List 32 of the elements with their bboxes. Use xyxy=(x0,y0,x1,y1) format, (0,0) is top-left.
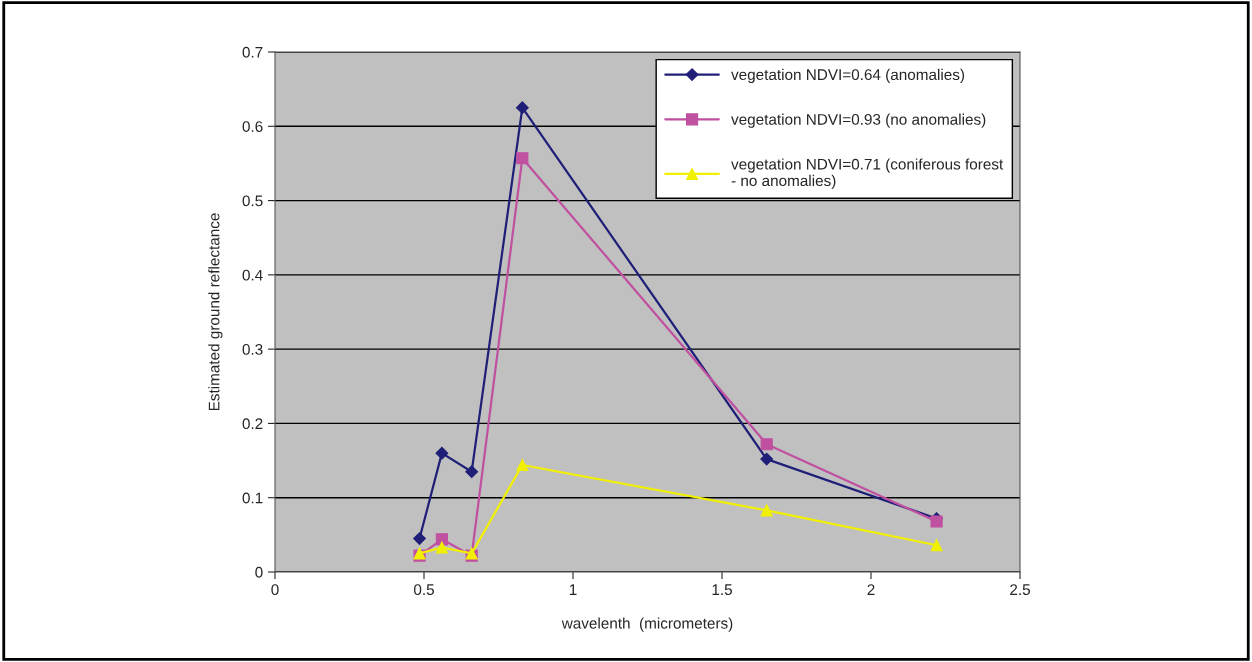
y-tick-label: 0.1 xyxy=(242,492,263,504)
point xyxy=(413,532,426,545)
x-tick-label: 0.5 xyxy=(413,584,434,596)
point xyxy=(516,152,529,165)
legend-label: vegetation NDVI=0.71 (coniferous forest - no anomalies) xyxy=(731,158,1004,190)
x-tick-label: 2 xyxy=(867,584,875,595)
point xyxy=(930,539,943,552)
x-tick-label: 1 xyxy=(569,584,577,595)
point xyxy=(435,533,448,546)
x-tick-label: 2.5 xyxy=(1010,584,1030,596)
point xyxy=(465,465,479,479)
point xyxy=(515,101,529,115)
legend-label: vegetation NDVI=0.93 (no anomalies) xyxy=(731,113,986,128)
x-tick-label: 1.5 xyxy=(712,584,732,596)
y-tick-label: 0.4 xyxy=(242,269,263,281)
y-tick-label: 0.7 xyxy=(242,46,263,58)
y-tick-label: 0.2 xyxy=(242,418,263,430)
point xyxy=(435,446,449,460)
y-tick-label: 0 xyxy=(255,566,263,578)
y-tick-label: 0.5 xyxy=(242,195,263,207)
y-tick-label: 0.6 xyxy=(242,121,263,132)
legend-label: vegetation NDVI=0.64 (anomalies) xyxy=(731,68,965,84)
point xyxy=(516,458,529,472)
y-axis-title: Estimated ground reflectance xyxy=(208,213,223,411)
point xyxy=(760,504,773,517)
point xyxy=(760,452,774,466)
point xyxy=(435,541,448,554)
x-tick-label: 0 xyxy=(271,584,279,596)
point xyxy=(760,438,773,451)
y-tick-label: 0.3 xyxy=(242,344,263,355)
x-axis-title: wavelenth (micrometers) xyxy=(561,617,733,632)
point xyxy=(930,515,943,528)
